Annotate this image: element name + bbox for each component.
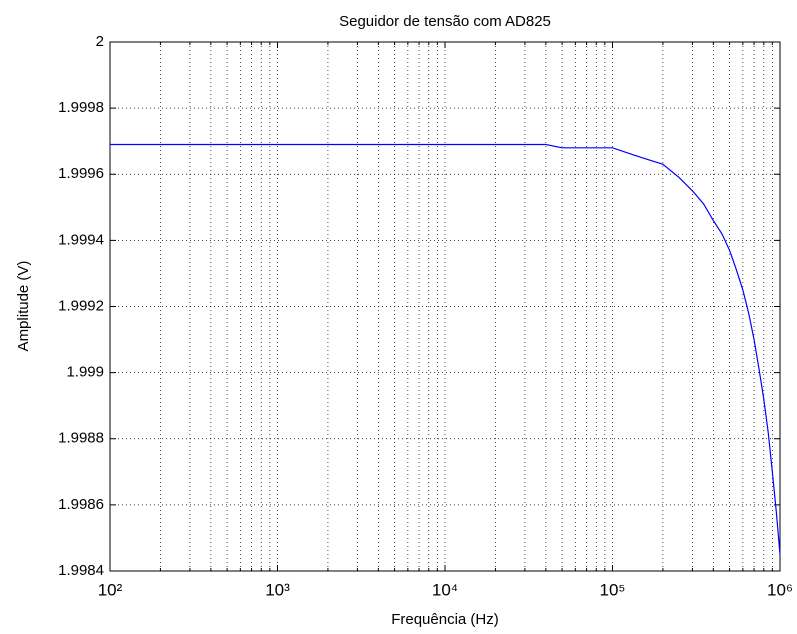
y-tick-label: 1.9996 [58, 165, 104, 182]
y-tick-label: 1.9994 [58, 231, 104, 248]
x-tick-label: 10³ [265, 580, 290, 599]
y-tick-label: 1.9988 [58, 430, 104, 447]
y-tick-label: 1.9984 [58, 562, 104, 579]
x-tick-label: 10² [98, 580, 123, 599]
x-axis-label: Frequência (Hz) [391, 611, 499, 628]
y-tick-label: 2 [96, 33, 104, 50]
x-tick-label: 10⁵ [600, 580, 626, 599]
y-tick-label: 1.9992 [58, 297, 104, 314]
y-axis-label: Amplitude (V) [15, 261, 32, 352]
data-line [110, 143, 781, 555]
x-tick-label: 10⁶ [767, 580, 793, 599]
plot-frame [109, 41, 781, 572]
y-tick-label: 1.9998 [58, 99, 104, 116]
y-tick-label: 1.999 [66, 364, 104, 381]
chart-title: Seguidor de tensão com AD825 [339, 13, 551, 30]
y-tick-label: 1.9986 [58, 496, 104, 513]
x-tick-label: 10⁴ [432, 580, 458, 599]
